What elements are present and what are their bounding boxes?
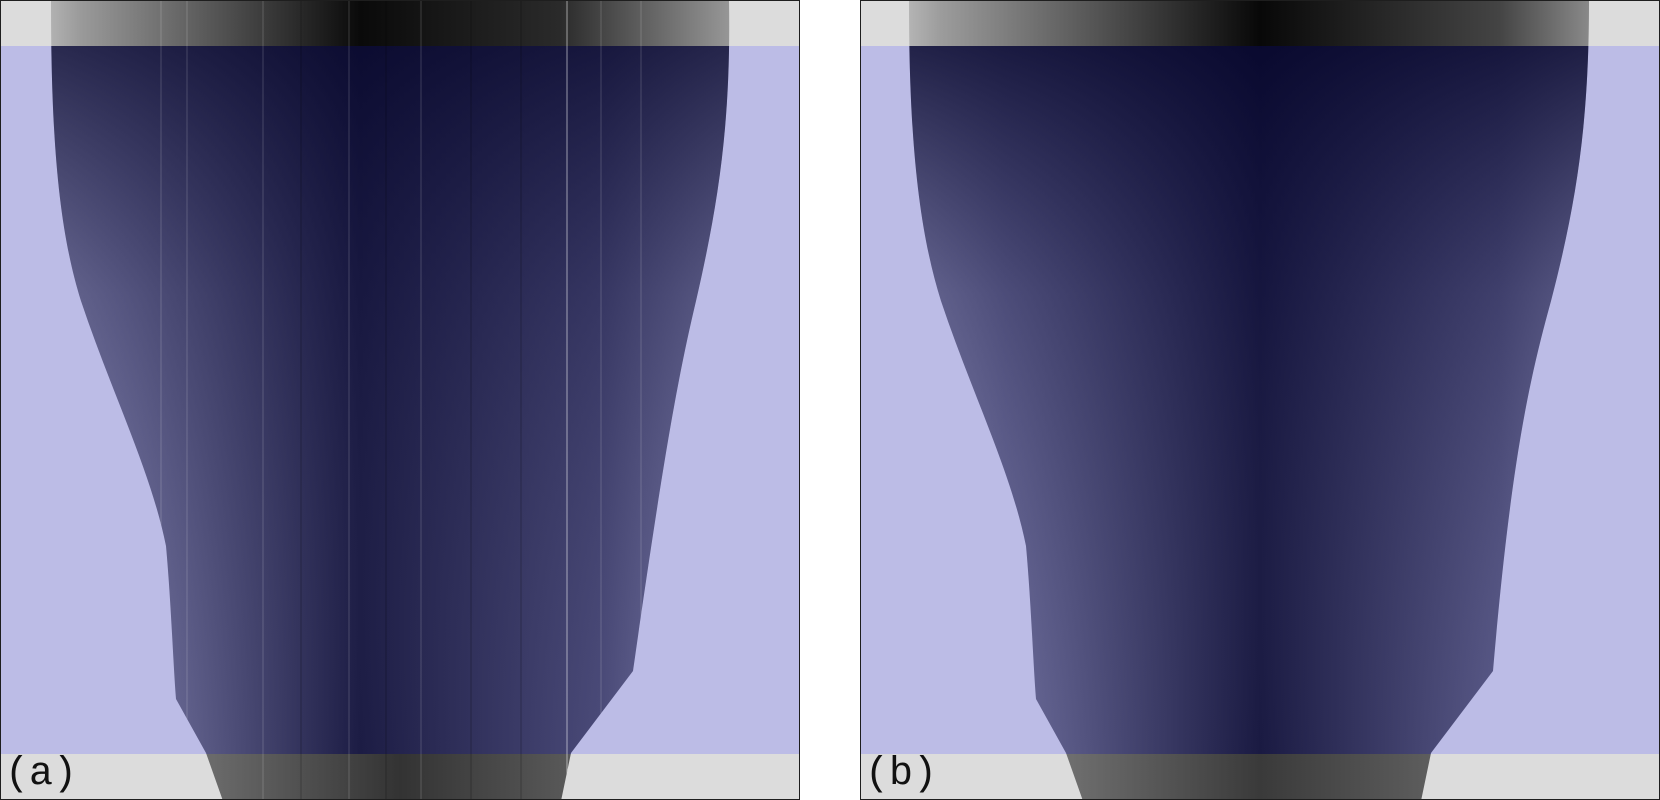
panel-a-image xyxy=(1,1,799,799)
panel-b-label: (b) xyxy=(865,752,938,797)
panel-a: (a) xyxy=(0,0,800,800)
panel-b: (b) xyxy=(860,0,1660,800)
panel-a-label: (a) xyxy=(5,752,78,797)
panel-b-image xyxy=(861,1,1659,799)
